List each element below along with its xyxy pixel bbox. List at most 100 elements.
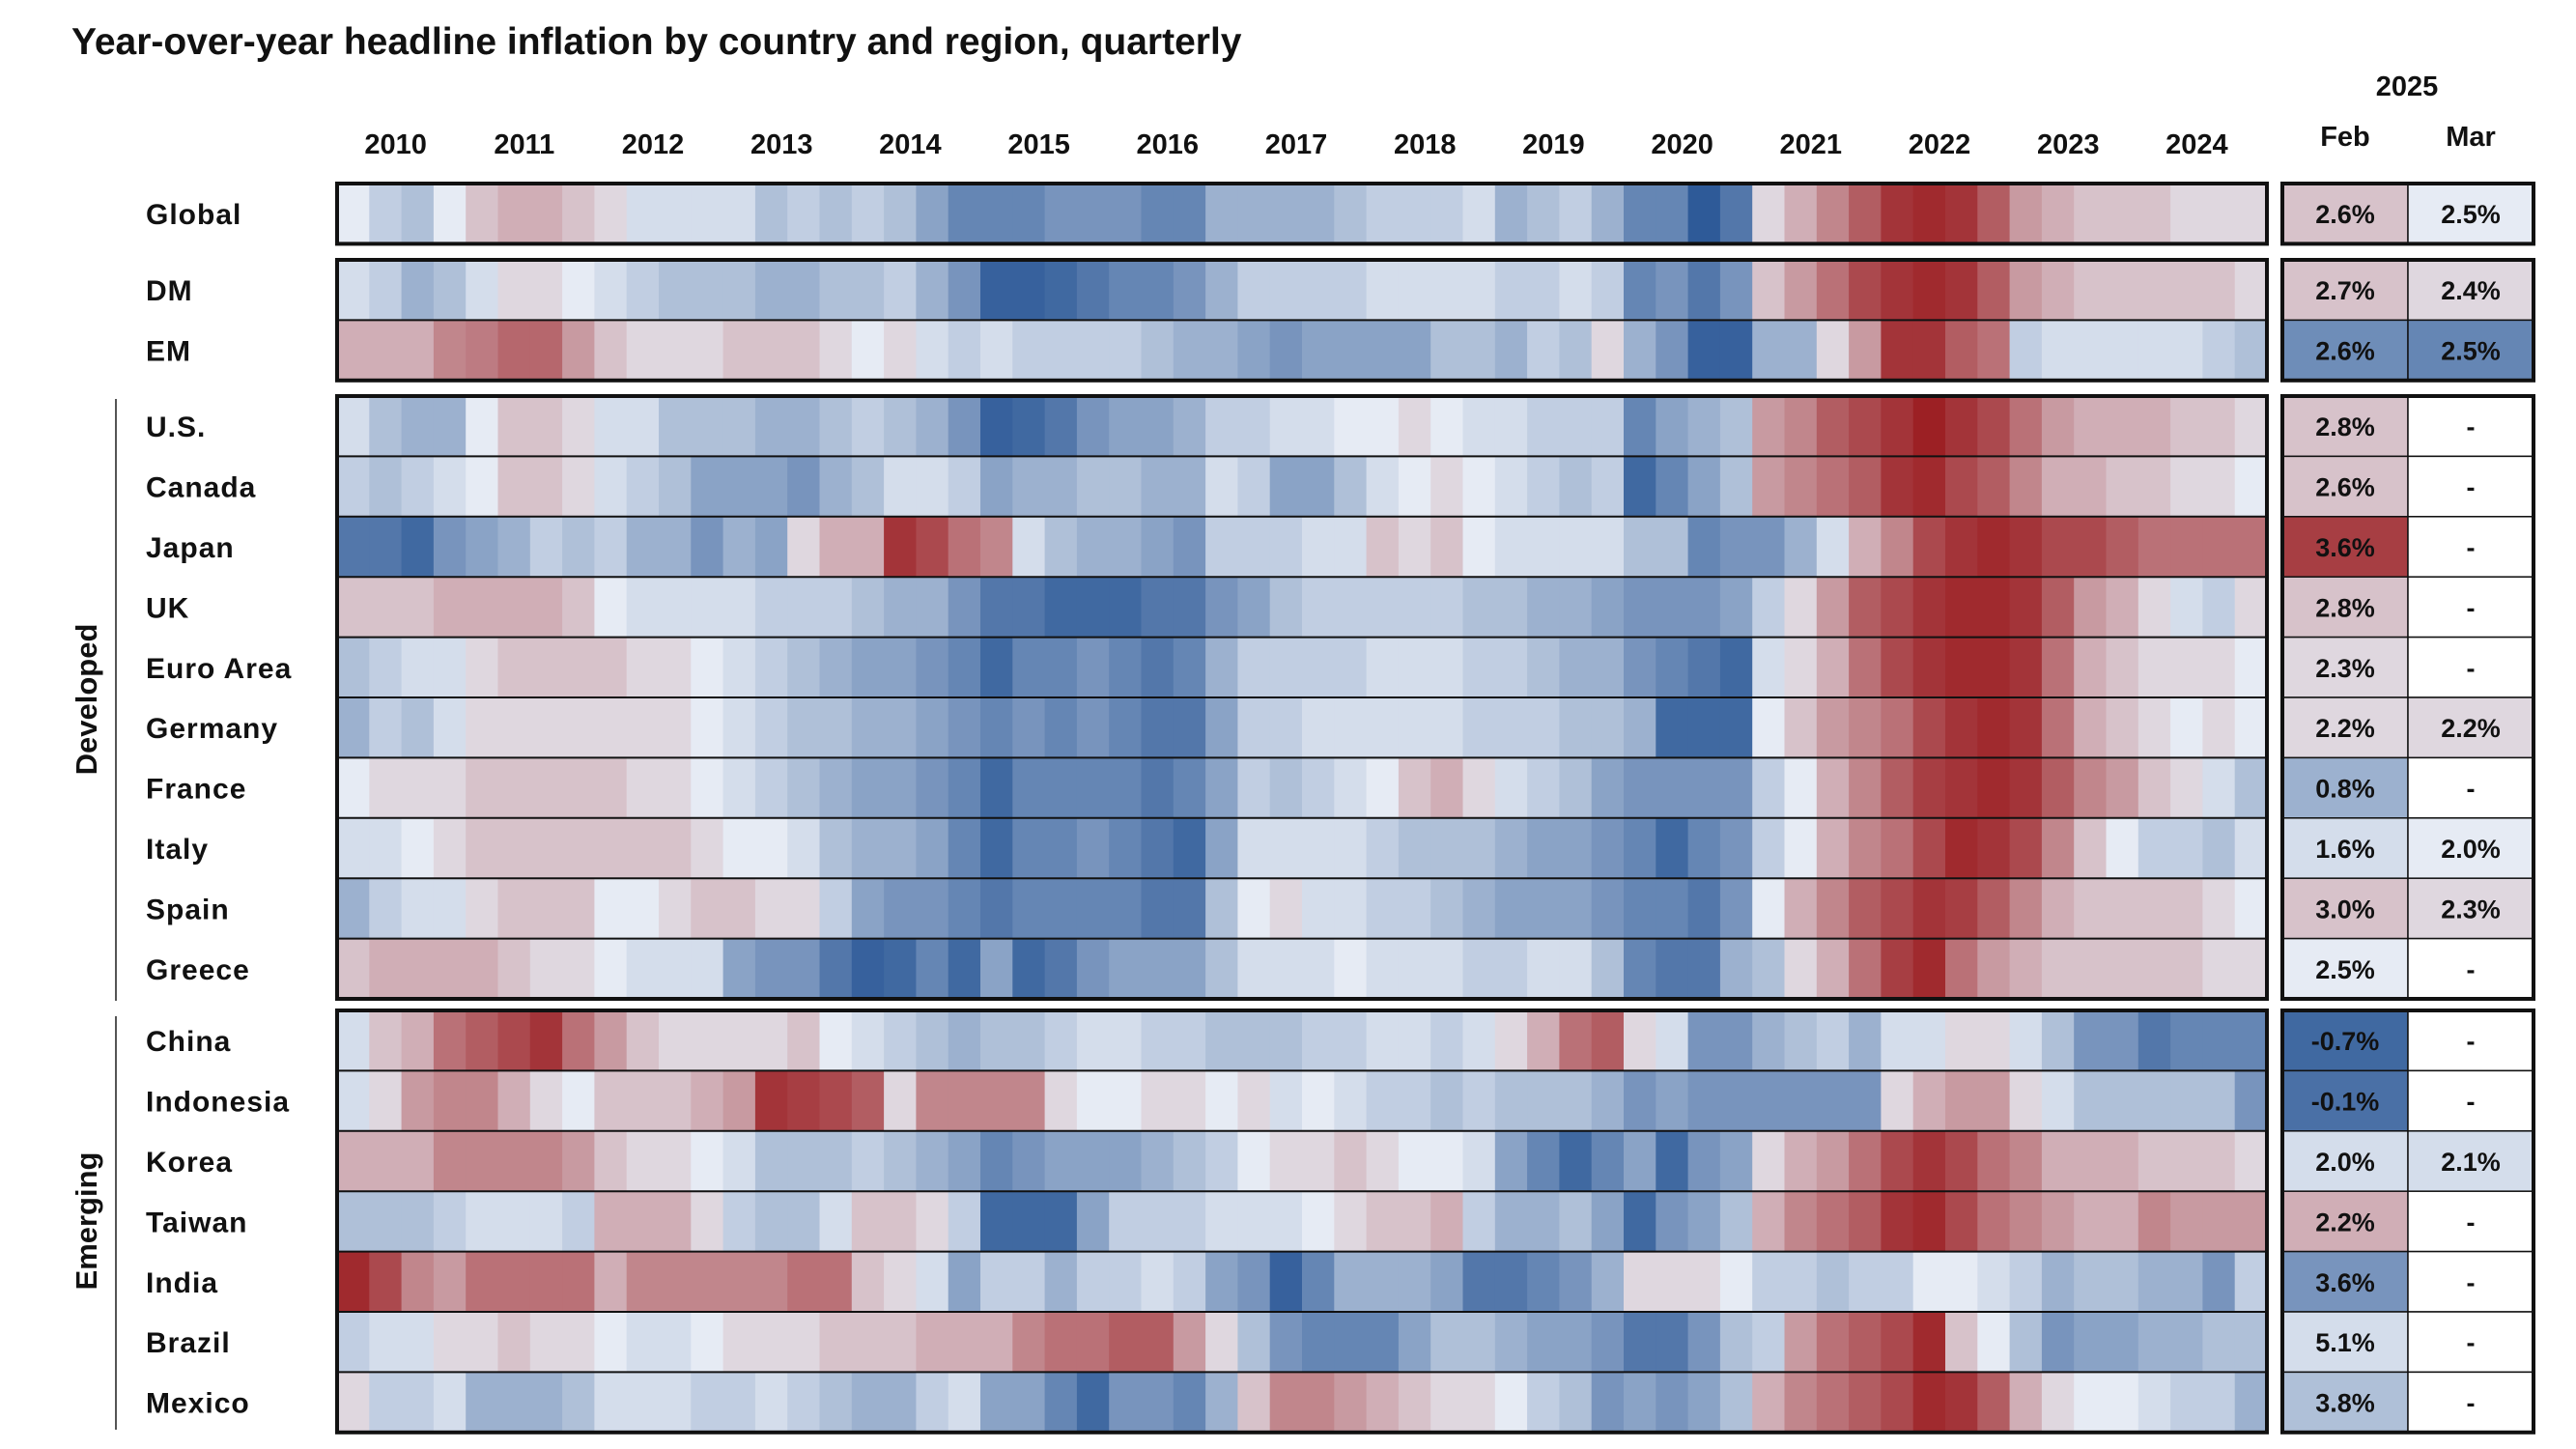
heat-cell-euro-area-52 — [2009, 637, 2043, 698]
heat-cell-u-s-18 — [916, 396, 949, 457]
heat-cell-germany-0 — [337, 697, 370, 758]
heat-cell-india-20 — [980, 1251, 1013, 1313]
heat-cell-spain-51 — [1977, 878, 2011, 940]
heat-cell-taiwan-16 — [851, 1191, 885, 1253]
heat-cell-canada-43 — [1719, 456, 1753, 518]
heat-cell-em-36 — [1494, 320, 1528, 382]
heat-cell-canada-21 — [1012, 456, 1046, 518]
heat-cell-korea-41 — [1656, 1130, 1689, 1192]
heat-cell-china-11 — [691, 1010, 724, 1071]
heat-cell-euro-area-13 — [754, 637, 788, 698]
heat-cell-taiwan-9 — [626, 1191, 660, 1253]
heat-cell-u-s-40 — [1624, 396, 1656, 457]
heat-cell-brazil-41 — [1656, 1312, 1689, 1373]
heat-cell-uk-32 — [1366, 577, 1400, 639]
heat-cell-mexico-31 — [1334, 1372, 1368, 1434]
heat-cell-greece-19 — [948, 938, 981, 1000]
heat-cell-brazil-0 — [337, 1312, 370, 1373]
heat-cell-korea-15 — [819, 1130, 853, 1192]
heat-cell-china-29 — [1269, 1010, 1303, 1071]
heat-cell-taiwan-17 — [884, 1191, 917, 1253]
heat-cell-u-s-35 — [1462, 396, 1496, 457]
year-tick-2013: 2013 — [750, 129, 813, 160]
heat-cell-india-15 — [819, 1251, 853, 1313]
heat-cell-euro-area-9 — [626, 637, 660, 698]
heat-cell-spain-41 — [1656, 878, 1689, 940]
heat-cell-em-53 — [2041, 320, 2075, 382]
heat-cell-spain-57 — [2170, 878, 2203, 940]
heat-cell-france-55 — [2106, 757, 2139, 819]
heat-cell-italy-43 — [1719, 817, 1753, 879]
heat-cell-spain-9 — [626, 878, 660, 940]
heat-cell-france-12 — [722, 757, 756, 819]
heat-cell-mexico-23 — [1076, 1372, 1110, 1434]
heat-cell-indonesia-29 — [1269, 1070, 1303, 1132]
row-label-germany: Germany — [146, 713, 278, 745]
heat-cell-indonesia-9 — [626, 1070, 660, 1132]
heat-cell-china-31 — [1334, 1010, 1368, 1071]
heat-cell-canada-2 — [401, 456, 435, 518]
heat-cell-taiwan-10 — [659, 1191, 692, 1253]
year-tick-2024: 2024 — [2166, 129, 2228, 160]
heat-cell-china-53 — [2041, 1010, 2075, 1071]
heat-cell-uk-0 — [337, 577, 370, 639]
heat-cell-korea-46 — [1816, 1130, 1850, 1192]
heat-cell-germany-2 — [401, 697, 435, 758]
recent-value-greece-0: 2.5% — [2315, 955, 2375, 984]
heat-cell-global-49 — [1912, 184, 1946, 244]
heat-cell-italy-17 — [884, 817, 917, 879]
heat-cell-euro-area-32 — [1366, 637, 1400, 698]
heat-cell-uk-25 — [1141, 577, 1175, 639]
heat-cell-greece-0 — [337, 938, 370, 1000]
heat-cell-korea-14 — [787, 1130, 821, 1192]
heat-cell-china-24 — [1109, 1010, 1143, 1071]
heat-cell-germany-59 — [2234, 697, 2268, 758]
heat-cell-germany-37 — [1527, 697, 1560, 758]
heat-cell-india-37 — [1527, 1251, 1560, 1313]
heat-cell-india-35 — [1462, 1251, 1496, 1313]
heat-cell-taiwan-40 — [1624, 1191, 1656, 1253]
heat-cell-france-53 — [2041, 757, 2075, 819]
heat-cell-uk-50 — [1945, 577, 1978, 639]
heat-cell-spain-15 — [819, 878, 853, 940]
heat-cell-brazil-19 — [948, 1312, 981, 1373]
heat-cell-greece-58 — [2202, 938, 2236, 1000]
heat-cell-italy-58 — [2202, 817, 2236, 879]
heat-cell-korea-51 — [1977, 1130, 2011, 1192]
heat-cell-em-8 — [594, 320, 628, 382]
recent-value-brazil-0: 5.1% — [2315, 1328, 2375, 1357]
heat-cell-china-48 — [1881, 1010, 1914, 1071]
heat-cell-u-s-47 — [1849, 396, 1882, 457]
heat-cell-dm-52 — [2009, 260, 2043, 321]
heat-cell-japan-45 — [1784, 516, 1818, 578]
heat-cell-taiwan-22 — [1044, 1191, 1078, 1253]
heat-cell-italy-35 — [1462, 817, 1496, 879]
heat-cell-china-18 — [916, 1010, 949, 1071]
heat-cell-canada-51 — [1977, 456, 2011, 518]
heat-cell-taiwan-35 — [1462, 1191, 1496, 1253]
row-label-france: France — [146, 774, 246, 806]
heat-cell-u-s-45 — [1784, 396, 1818, 457]
heat-cell-china-10 — [659, 1010, 692, 1071]
heat-cell-canada-23 — [1076, 456, 1110, 518]
heat-cell-brazil-29 — [1269, 1312, 1303, 1373]
heat-cell-china-7 — [562, 1010, 595, 1071]
heat-cell-u-s-43 — [1719, 396, 1753, 457]
heat-cell-greece-44 — [1752, 938, 1786, 1000]
heat-cell-japan-26 — [1173, 516, 1206, 578]
heat-cell-greece-43 — [1719, 938, 1753, 1000]
heat-cell-canada-52 — [2009, 456, 2043, 518]
heat-cell-korea-30 — [1302, 1130, 1335, 1192]
heat-cell-japan-30 — [1302, 516, 1335, 578]
heat-cell-global-42 — [1687, 184, 1721, 244]
heat-cell-uk-31 — [1334, 577, 1368, 639]
heat-cell-italy-0 — [337, 817, 370, 879]
heat-cell-spain-4 — [466, 878, 499, 940]
heat-cell-china-59 — [2234, 1010, 2268, 1071]
heat-cell-greece-54 — [2074, 938, 2108, 1000]
heat-cell-india-43 — [1719, 1251, 1753, 1313]
heat-cell-euro-area-45 — [1784, 637, 1818, 698]
heat-cell-china-15 — [819, 1010, 853, 1071]
recent-block-frame-2 — [2280, 394, 2535, 1001]
heat-cell-global-6 — [529, 184, 563, 244]
